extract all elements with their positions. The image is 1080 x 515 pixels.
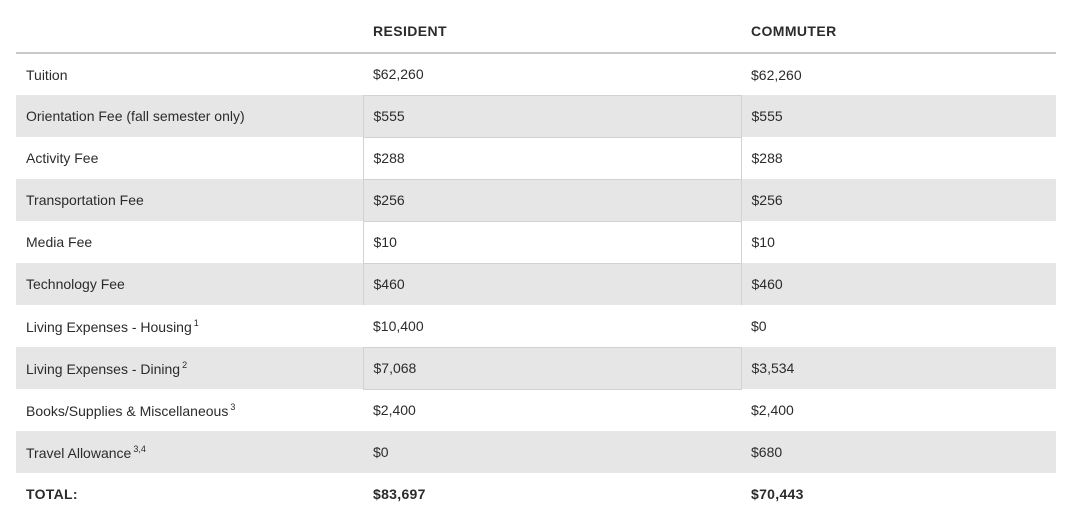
table-row: Books/Supplies & Miscellaneous 3 $2,400 $… [16, 388, 1056, 431]
total-row: TOTAL: $83,697 $70,443 [16, 473, 1056, 515]
footnote-marker: 3 [230, 401, 236, 412]
row-label-text: Living Expenses - Housing [26, 318, 192, 335]
row-label: Media Fee [16, 221, 363, 263]
resident-value: $7,068 [362, 346, 742, 389]
resident-value: $555 [362, 94, 742, 137]
commuter-value: $680 [741, 431, 1056, 473]
cost-table-container: RESIDENT COMMUTER Tuition $62,260 $62,26… [16, 10, 1056, 515]
row-label: Living Expenses - Dining 2 [16, 347, 363, 389]
commuter-value: $3,534 [741, 347, 1056, 389]
resident-value: $288 [362, 136, 742, 179]
row-label-text: Tuition [26, 66, 68, 83]
table-row: Media Fee $10 $10 [16, 220, 1056, 263]
row-label-text: Technology Fee [26, 276, 125, 292]
table-body: Tuition $62,260 $62,260 Orientation Fee … [16, 53, 1056, 515]
commuter-value: $2,400 [751, 402, 794, 418]
row-label: Activity Fee [16, 137, 363, 179]
resident-value: $256 [362, 178, 742, 221]
header-resident: RESIDENT [363, 10, 741, 54]
resident-value: $0 [363, 431, 741, 473]
table-row: Living Expenses - Dining 2 $7,068 $3,534 [16, 346, 1056, 389]
row-label: Transportation Fee [16, 179, 363, 221]
footnote-marker: 3,4 [133, 443, 146, 454]
commuter-value: $62,260 [751, 66, 802, 83]
resident-value: $460 [362, 262, 742, 305]
footnote-marker: 2 [182, 359, 188, 370]
table-row: Technology Fee $460 $460 [16, 262, 1056, 305]
resident-value: $10,400 [373, 317, 424, 334]
footnote-marker: 1 [193, 317, 199, 328]
row-label-text: Living Expenses - Dining [26, 360, 181, 377]
commuter-value: $460 [741, 263, 1056, 305]
row-label: Orientation Fee (fall semester only) [16, 95, 363, 137]
commuter-value: $256 [741, 179, 1056, 221]
table-row: Tuition $62,260 $62,260 [16, 53, 1056, 95]
row-label-text: Transportation Fee [26, 192, 144, 208]
commuter-value: $288 [751, 150, 783, 166]
commuter-value: $0 [751, 318, 767, 334]
table-header: RESIDENT COMMUTER [16, 10, 1056, 54]
resident-value: $10 [362, 220, 742, 263]
row-label: Books/Supplies & Miscellaneous 3 [16, 389, 363, 431]
resident-value: $62,260 [373, 66, 424, 83]
row-label: Technology Fee [16, 263, 363, 305]
table-row: Orientation Fee (fall semester only) $55… [16, 94, 1056, 137]
table-row: Living Expenses - Housing 1 $10,400 $0 [16, 305, 1056, 347]
total-resident: $83,697 [373, 486, 426, 502]
commuter-value: $10 [751, 234, 775, 250]
table-row: Travel Allowance 3,4 $0 $680 [16, 431, 1056, 473]
row-label: Travel Allowance 3,4 [16, 431, 363, 473]
row-label-text: Orientation Fee (fall semester only) [26, 108, 245, 124]
header-label-column [16, 10, 363, 54]
row-label-text: Activity Fee [26, 150, 99, 166]
row-label-text: Travel Allowance [26, 444, 132, 461]
total-commuter: $70,443 [751, 486, 804, 502]
header-row: RESIDENT COMMUTER [16, 10, 1056, 54]
cost-of-attendance-table: RESIDENT COMMUTER Tuition $62,260 $62,26… [16, 10, 1056, 515]
row-label: Tuition [16, 53, 363, 95]
resident-value: $2,400 [363, 388, 741, 431]
header-commuter: COMMUTER [741, 10, 1056, 54]
table-row: Transportation Fee $256 $256 [16, 178, 1056, 221]
total-label: TOTAL: [26, 486, 78, 502]
row-label-text: Books/Supplies & Miscellaneous [26, 402, 229, 419]
row-label: Living Expenses - Housing 1 [16, 305, 363, 347]
table-row: Activity Fee $288 $288 [16, 136, 1056, 179]
row-label-text: Media Fee [26, 234, 93, 250]
commuter-value: $555 [741, 95, 1056, 137]
